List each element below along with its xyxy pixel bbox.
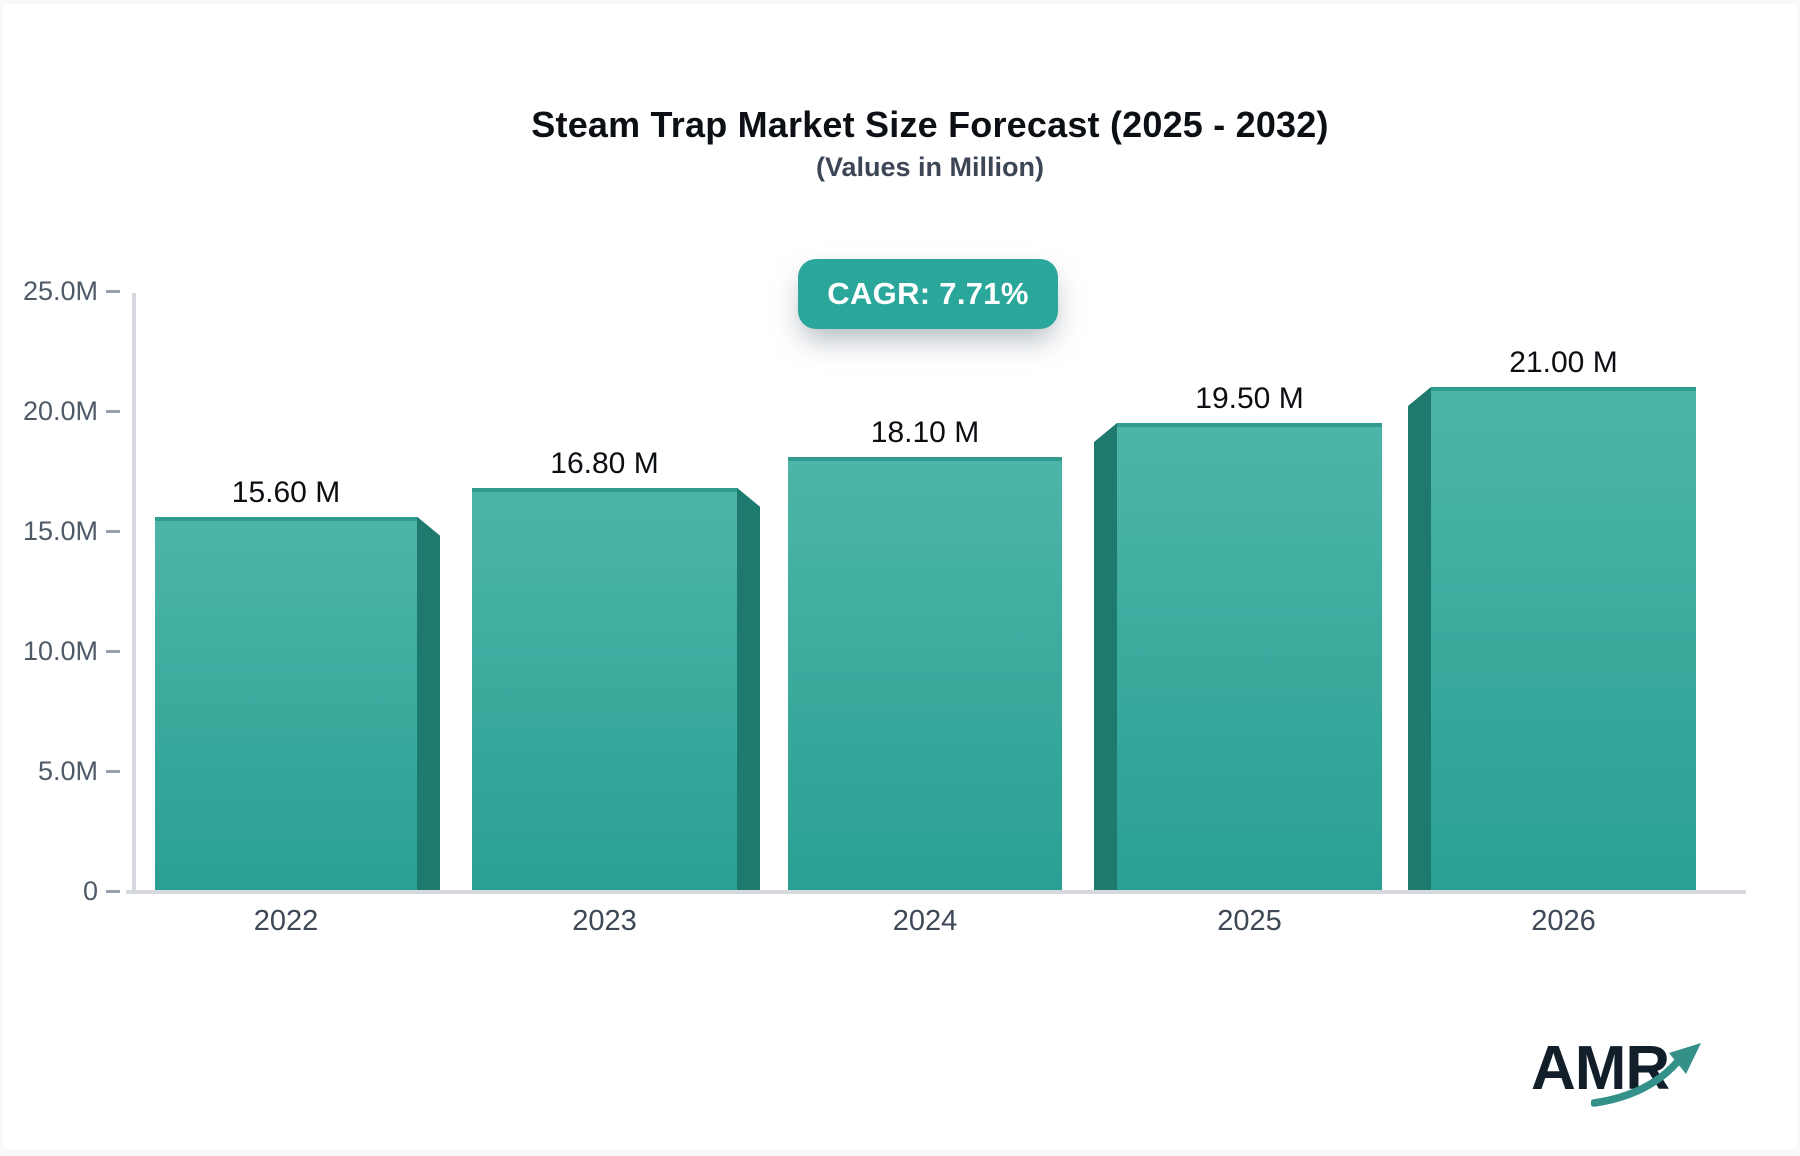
y-axis-tick-label: 10.0M <box>22 636 98 666</box>
bar-value-label: 18.10 M <box>870 415 980 449</box>
bar-side-2026 <box>1408 387 1431 890</box>
y-axis-tick-label: 15.0M <box>22 516 98 546</box>
amr-logo-arrow-icon <box>1591 1043 1701 1107</box>
y-axis-tick <box>106 889 120 893</box>
x-axis-category-label: 2023 <box>572 905 637 937</box>
y-axis-tick <box>106 529 120 533</box>
bar-side-2025 <box>1094 423 1117 890</box>
cagr-badge-label: CAGR: 7.71% <box>827 276 1029 311</box>
bar-side-2022 <box>417 516 440 890</box>
y-axis-tick-label: 20.0M <box>22 396 98 426</box>
x-axis-category-label: 2024 <box>892 905 958 937</box>
x-axis-line <box>126 890 1746 894</box>
bar-face-2026 <box>1431 387 1696 890</box>
bar-face-2023 <box>472 487 737 890</box>
y-axis-tick <box>106 649 120 653</box>
y-axis-line <box>132 293 136 893</box>
chart-subtitle: (Values in Million) <box>815 152 1045 182</box>
bar-face-2022 <box>155 516 417 890</box>
x-axis-category-label: 2025 <box>1217 905 1282 937</box>
x-axis-category-label: 2022 <box>253 905 319 937</box>
bar-face-2025 <box>1117 423 1382 890</box>
bar-value-label: 16.80 M <box>550 446 659 480</box>
y-axis-tick <box>106 409 120 413</box>
bar-side-2023 <box>737 487 760 890</box>
y-axis-tick-label: 0 <box>82 876 98 906</box>
x-axis-category-label: 2026 <box>1531 905 1596 937</box>
y-axis-tick <box>106 769 120 773</box>
y-axis-tick-label: 25.0M <box>22 276 98 306</box>
amr-logo-text: AMR <box>1531 1034 1670 1103</box>
chart-card: Steam Trap Market Size Forecast (2025 - … <box>3 4 1797 1149</box>
bar-value-label: 15.60 M <box>231 475 341 509</box>
amr-logo: AMR <box>1531 1034 1731 1114</box>
chart-title: Steam Trap Market Size Forecast (2025 - … <box>531 104 1329 145</box>
cagr-badge: CAGR: 7.71% <box>798 259 1058 329</box>
bar-value-label: 21.00 M <box>1509 346 1618 379</box>
y-axis-tick <box>106 289 120 293</box>
bar-face-2024 <box>788 456 1062 890</box>
bar-value-label: 19.50 M <box>1195 382 1304 415</box>
y-axis-tick-label: 5.0M <box>37 756 98 786</box>
